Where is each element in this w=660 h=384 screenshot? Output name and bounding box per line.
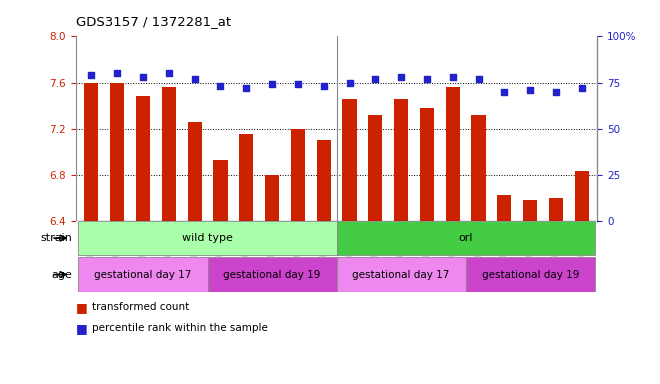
Point (447, 74, 458, 80)
Point (525, 87, 535, 93)
Bar (497, 195, 512, 221)
Bar (317, 140, 331, 221)
Point (292, 81, 303, 88)
Point (112, 70, 123, 76)
Point (370, 76, 381, 82)
Point (164, 70, 174, 76)
Bar (187, 122, 202, 221)
Point (345, 79, 355, 86)
Bar (523, 200, 537, 221)
Point (189, 76, 200, 82)
Text: gestational day 17: gestational day 17 (94, 270, 191, 280)
Bar (265, 175, 279, 221)
Bar (84, 83, 98, 221)
Text: gestational day 19: gestational day 19 (482, 270, 579, 280)
Bar (575, 171, 589, 221)
Text: orl: orl (459, 233, 473, 243)
Bar (110, 83, 124, 221)
Bar (337, 257, 466, 292)
Text: wild type: wild type (182, 233, 233, 243)
Bar (368, 115, 382, 221)
Point (241, 85, 251, 91)
Text: gestational day 19: gestational day 19 (223, 270, 321, 280)
Bar (337, 221, 595, 255)
Bar (446, 87, 460, 221)
Point (267, 81, 277, 88)
Point (499, 89, 510, 95)
Point (473, 76, 484, 82)
Bar (394, 99, 409, 221)
Point (577, 85, 587, 91)
Bar (343, 99, 356, 221)
Point (86, 72, 96, 78)
Bar (239, 134, 253, 221)
Bar (207, 257, 337, 292)
Bar (79, 221, 337, 255)
Point (550, 89, 561, 95)
Text: gestational day 17: gestational day 17 (352, 270, 450, 280)
Bar (420, 108, 434, 221)
Point (138, 74, 148, 80)
Text: transformed count: transformed count (92, 302, 189, 312)
Text: ■: ■ (76, 322, 88, 335)
Text: percentile rank within the sample: percentile rank within the sample (92, 323, 268, 333)
Point (396, 74, 407, 80)
Bar (162, 87, 176, 221)
Text: age: age (51, 270, 73, 280)
Text: GDS3157 / 1372281_at: GDS3157 / 1372281_at (76, 15, 231, 28)
Text: ■: ■ (76, 301, 88, 314)
Bar (136, 96, 150, 221)
Bar (79, 257, 207, 292)
Bar (466, 257, 595, 292)
Point (318, 83, 329, 89)
Bar (549, 198, 563, 221)
Bar (471, 115, 486, 221)
Point (215, 83, 226, 89)
Bar (213, 160, 228, 221)
Bar (291, 129, 305, 221)
Text: strain: strain (41, 233, 73, 243)
Point (422, 76, 432, 82)
